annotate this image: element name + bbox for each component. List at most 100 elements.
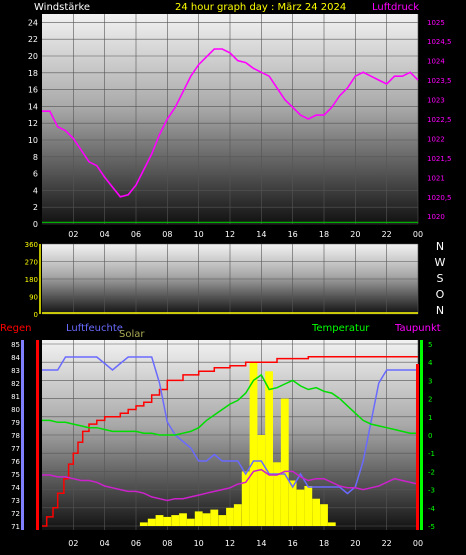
luftfeuchte-tick-label: 76 bbox=[11, 458, 20, 466]
solar-bar bbox=[273, 462, 281, 526]
direction-letter-s: S bbox=[437, 272, 444, 285]
direction-letter-n-top: N bbox=[436, 240, 444, 253]
windstaerke-tick-label: 6 bbox=[33, 170, 38, 179]
windstaerke-tick-label: 14 bbox=[28, 102, 38, 111]
solar-bar bbox=[327, 522, 336, 526]
solar-bar bbox=[186, 518, 195, 526]
luftfeuchte-tick-label: 80 bbox=[11, 406, 20, 414]
weather-series bbox=[42, 355, 419, 527]
x-tick-label: 10 bbox=[194, 230, 204, 239]
x-tick-label: 12 bbox=[225, 230, 235, 239]
x-tick-label: 02 bbox=[68, 230, 78, 239]
solar-bar bbox=[226, 507, 234, 526]
solar-bar bbox=[147, 518, 156, 526]
windstaerke-tick-label: 8 bbox=[33, 153, 38, 162]
solar-bar bbox=[249, 362, 258, 526]
solar-bar bbox=[171, 515, 180, 526]
x-tick-label: 12 bbox=[225, 539, 235, 548]
solar-bar bbox=[312, 498, 320, 526]
x-tick-label: 06 bbox=[131, 539, 141, 548]
temperatur-tick-label: 2 bbox=[428, 396, 432, 404]
temperatur-axis-bar bbox=[420, 340, 423, 530]
luftdruck-tick-label: 1021,5 bbox=[427, 155, 452, 163]
solar-bar bbox=[265, 371, 273, 526]
solar-bar bbox=[218, 515, 227, 526]
solar-bar bbox=[179, 513, 187, 526]
luftdruck-tick-label: 1020,5 bbox=[427, 194, 452, 202]
solar-bar bbox=[320, 504, 328, 526]
windstaerke-tick-label: 0 bbox=[33, 220, 38, 229]
x-tick-label: 22 bbox=[382, 539, 392, 548]
luftfeuchte-line bbox=[42, 356, 418, 495]
windstaerke-tick-label: 18 bbox=[28, 69, 38, 78]
x-tick-label: 02 bbox=[68, 539, 78, 548]
windstaerke-tick-label: 4 bbox=[33, 186, 38, 195]
wind-pressure-x-axis: 02 04 06 08 10 12 14 16 18 20 22 00 bbox=[68, 230, 423, 239]
direction-letter-o: O bbox=[436, 288, 445, 301]
luftfeuchte-tick-label: 73 bbox=[11, 497, 20, 505]
wind-direction-tick-label: 360 bbox=[25, 241, 38, 249]
luftdruck-tick-label: 1025 bbox=[427, 19, 445, 27]
solar-bar bbox=[304, 486, 313, 526]
regen-axis-bar bbox=[36, 340, 39, 530]
temperatur-tick-label: 1 bbox=[428, 414, 432, 422]
x-tick-label: 08 bbox=[162, 539, 172, 548]
direction-letter-w: W bbox=[435, 256, 446, 269]
regen-line bbox=[42, 355, 418, 527]
direction-letter-n-bottom: N bbox=[436, 304, 444, 317]
luftdruck-line bbox=[42, 48, 419, 198]
wind-direction-tick-label: 0 bbox=[34, 311, 38, 319]
luftfeuchte-tick-label: 79 bbox=[11, 419, 20, 427]
windstaerke-tick-label: 12 bbox=[28, 119, 38, 128]
luftfeuchte-tick-label: 85 bbox=[11, 341, 20, 349]
x-tick-label: 10 bbox=[194, 539, 204, 548]
solar-bar bbox=[210, 509, 219, 526]
temperatur-tick-label: 3 bbox=[428, 377, 432, 385]
luftfeuchte-tick-label: 84 bbox=[11, 354, 20, 362]
luftfeuchte-tick-label: 81 bbox=[11, 393, 20, 401]
weather-x-axis: 02 04 06 08 10 12 14 16 18 20 22 00 bbox=[68, 539, 423, 548]
temperatur-tick-label: -4 bbox=[428, 505, 436, 513]
x-tick-label: 04 bbox=[100, 230, 110, 239]
x-tick-label: 06 bbox=[131, 230, 141, 239]
header-left-label: Windstärke bbox=[34, 2, 90, 13]
solar-bar bbox=[296, 489, 305, 526]
luftfeuchte-tick-label: 82 bbox=[11, 380, 20, 388]
x-tick-label: 08 bbox=[162, 230, 172, 239]
header-right-label: Luftdruck bbox=[372, 2, 419, 13]
solar-bar bbox=[155, 515, 164, 526]
label-regen: Regen bbox=[0, 323, 32, 334]
x-tick-label: 04 bbox=[100, 539, 110, 548]
luftfeuchte-tick-label: 78 bbox=[11, 432, 20, 440]
x-tick-label: 18 bbox=[319, 230, 329, 239]
solar-bar bbox=[194, 511, 203, 526]
windstaerke-tick-label: 20 bbox=[28, 52, 38, 61]
luftfeuchte-tick-label: 71 bbox=[11, 523, 20, 531]
wind-direction-tick-label: 180 bbox=[25, 276, 38, 284]
luftfeuchte-axis: 71 72 73 74 75 76 77 78 79 80 81 82 83 84 85 bbox=[11, 341, 20, 531]
solar-bar bbox=[257, 435, 266, 526]
solar-bar bbox=[233, 504, 242, 526]
luftdruck-tick-label: 1020 bbox=[427, 213, 445, 221]
luftfeuchte-axis-bar bbox=[21, 340, 24, 530]
temperatur-tick-label: -1 bbox=[428, 450, 435, 458]
wind-direction-tick-label: 90 bbox=[29, 294, 38, 302]
temperatur-tick-label: 5 bbox=[428, 341, 432, 349]
taupunkt-line bbox=[42, 468, 419, 502]
luftdruck-axis: 1020 1020,5 1021 1021,5 1022 1022,5 1023 1023,5… bbox=[427, 19, 452, 221]
label-taupunkt: Taupunkt bbox=[394, 323, 441, 334]
windstaerke-tick-label: 22 bbox=[28, 35, 38, 44]
luftfeuchte-tick-label: 77 bbox=[11, 445, 20, 453]
temperatur-tick-label: -2 bbox=[428, 468, 435, 476]
luftdruck-tick-label: 1022,5 bbox=[427, 116, 452, 124]
luftfeuchte-tick-label: 75 bbox=[11, 471, 20, 479]
regen-axis-bar-right bbox=[416, 364, 419, 530]
windstaerke-tick-label: 24 bbox=[28, 18, 38, 27]
windstaerke-tick-label: 10 bbox=[28, 136, 38, 145]
windstaerke-tick-label: 16 bbox=[28, 86, 38, 95]
luftfeuchte-tick-label: 74 bbox=[11, 484, 20, 492]
wind-pressure-grid bbox=[42, 14, 419, 225]
